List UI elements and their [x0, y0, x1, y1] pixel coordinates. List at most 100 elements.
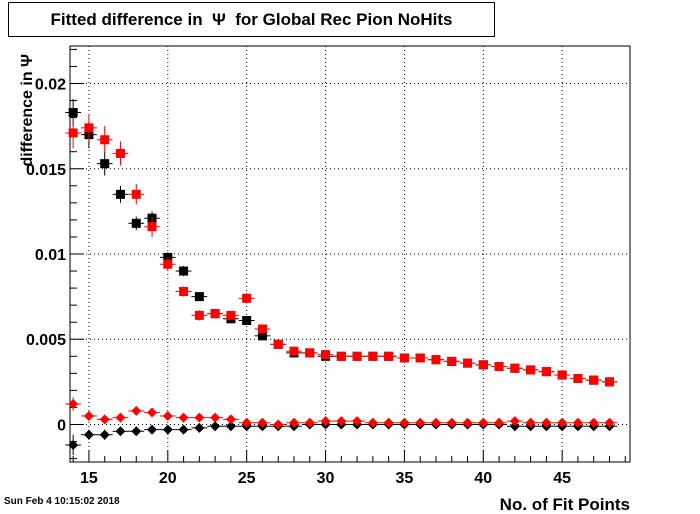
- data-point: [589, 375, 599, 385]
- y-tick-label: 0: [57, 417, 66, 434]
- data-point: [494, 362, 504, 372]
- data-point: [289, 346, 299, 356]
- data-point: [525, 417, 536, 428]
- data-point: [257, 417, 268, 428]
- data-point: [115, 426, 126, 437]
- data-point: [320, 416, 331, 427]
- y-tick-label: 0.005: [26, 332, 66, 349]
- timestamp: Sun Feb 4 10:15:02 2018: [4, 496, 120, 507]
- data-point: [131, 426, 142, 437]
- data-point: [273, 419, 284, 430]
- x-axis-label: No. of Fit Points: [500, 495, 630, 514]
- data-point: [304, 417, 315, 428]
- data-point: [541, 417, 552, 428]
- data-point: [510, 363, 520, 373]
- data-point: [399, 417, 410, 428]
- data-point: [588, 417, 599, 428]
- data-point: [305, 348, 315, 358]
- data-point: [446, 417, 457, 428]
- data-point: [463, 358, 473, 368]
- data-point: [115, 412, 126, 423]
- data-point: [415, 353, 425, 363]
- data-point: [289, 417, 299, 428]
- axis-ticks: [70, 48, 626, 462]
- data-point: [99, 429, 110, 440]
- data-point: [573, 373, 583, 383]
- x-tick-label: 45: [553, 470, 571, 487]
- data-point: [179, 266, 189, 276]
- data-point: [509, 416, 520, 427]
- data-point: [115, 148, 125, 158]
- data-series: [65, 98, 618, 456]
- data-point: [147, 424, 158, 435]
- data-point: [100, 159, 110, 169]
- data-point: [509, 421, 520, 432]
- data-point: [68, 439, 79, 450]
- chart-title: Fitted difference in Ψ for Global Rec Pi…: [50, 9, 453, 29]
- tick-labels: 15 20 25 30 35 40 45 0 0.005 0.01 0.015 0.02: [26, 77, 571, 487]
- x-tick-label: 40: [474, 470, 492, 487]
- chart-title-box: Fitted difference in Ψ for Global Rec Pi…: [8, 2, 495, 37]
- data-point: [557, 370, 567, 380]
- data-point: [336, 416, 347, 427]
- data-point: [273, 339, 283, 349]
- data-point: [257, 324, 267, 334]
- data-point: [242, 315, 252, 325]
- data-point: [604, 377, 614, 387]
- data-point: [242, 293, 252, 303]
- x-tick-label: 25: [238, 470, 256, 487]
- data-point: [68, 128, 78, 138]
- data-point: [178, 412, 189, 423]
- y-axis-label: difference in Ψ: [19, 54, 36, 167]
- series-2: [65, 114, 618, 387]
- data-point: [210, 309, 220, 319]
- data-point: [194, 310, 204, 320]
- data-point: [68, 399, 79, 410]
- data-point: [352, 416, 363, 427]
- x-tick-label: 35: [396, 470, 414, 487]
- data-point: [83, 429, 94, 440]
- y-tick-label: 0.015: [26, 162, 66, 179]
- x-tick-label: 30: [317, 470, 335, 487]
- data-point: [194, 422, 205, 433]
- data-point: [226, 310, 236, 320]
- data-point: [99, 414, 110, 425]
- data-point: [147, 407, 158, 418]
- data-point: [210, 412, 221, 423]
- data-point: [384, 351, 394, 361]
- data-point: [210, 421, 221, 432]
- data-point: [399, 353, 409, 363]
- data-point: [115, 189, 125, 199]
- data-point: [431, 355, 441, 365]
- data-point: [241, 417, 252, 428]
- data-point: [178, 424, 189, 435]
- data-point: [194, 292, 204, 302]
- data-point: [179, 287, 189, 297]
- data-point: [83, 410, 94, 421]
- data-point: [383, 417, 394, 428]
- data-point: [415, 417, 426, 428]
- x-tick-label: 20: [159, 470, 177, 487]
- data-point: [478, 417, 489, 428]
- data-point: [225, 414, 236, 425]
- data-point: [447, 356, 457, 366]
- data-point: [526, 365, 536, 375]
- grid: [70, 46, 630, 462]
- series-4: [65, 397, 618, 430]
- data-point: [541, 367, 551, 377]
- data-point: [225, 421, 236, 432]
- data-point: [131, 189, 141, 199]
- data-point: [336, 351, 346, 361]
- x-tick-label: 15: [80, 470, 98, 487]
- data-point: [321, 350, 331, 360]
- data-point: [131, 405, 142, 416]
- data-point: [478, 360, 488, 370]
- data-point: [352, 351, 362, 361]
- data-point: [194, 412, 205, 423]
- data-point: [494, 417, 505, 428]
- data-point: [604, 417, 615, 428]
- data-point: [462, 417, 473, 428]
- data-point: [368, 351, 378, 361]
- data-point: [257, 331, 267, 341]
